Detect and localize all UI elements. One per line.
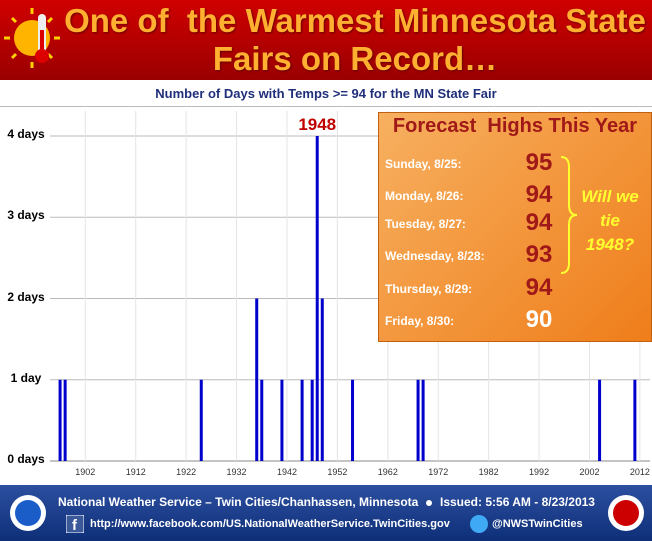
day-label: Friday, 8/30:: [385, 314, 455, 328]
facebook-url[interactable]: http://www.facebook.com/US.NationalWeath…: [90, 518, 450, 530]
bar: [633, 379, 637, 461]
bar: [598, 379, 602, 461]
forecast-high: 94: [525, 274, 553, 301]
forecast-box: Forecast Highs This Year Will we tie 194…: [378, 112, 652, 342]
forecast-high: 94: [525, 181, 553, 208]
bar: [421, 379, 425, 461]
bar: [58, 379, 62, 461]
chart-subtitle: Number of Days with Temps >= 94 for the …: [0, 82, 652, 107]
day-label: Tuesday, 8/27:: [385, 217, 466, 231]
y-tick-label: 4 days: [7, 127, 45, 141]
issued: Issued: 5:56 AM - 8/23/2013: [440, 495, 595, 509]
y-tick-label: 1 day: [10, 370, 42, 385]
bar: [63, 379, 67, 461]
x-tick-label: 1982: [479, 467, 499, 477]
nws-logo: [608, 495, 644, 531]
office: National Weather Service – Twin Cities/C…: [58, 495, 419, 509]
bar: [315, 136, 319, 461]
x-tick-label: 1992: [529, 467, 549, 477]
x-tick-label: 1922: [176, 467, 196, 477]
bullet: [426, 500, 432, 506]
y-tick-label: 0 days: [7, 452, 45, 466]
noaa-logo: [10, 495, 46, 531]
bar: [280, 379, 284, 461]
x-tick-label: 1942: [277, 467, 297, 477]
footer: National Weather Service – Twin Cities/C…: [0, 485, 652, 541]
bar: [351, 379, 355, 461]
day-label: Wednesday, 8/28:: [385, 249, 485, 263]
y-tick-label: 3 days: [7, 208, 45, 223]
header: One of the Warmest Minnesota State Fairs…: [0, 0, 652, 80]
facebook-icon: f: [66, 515, 84, 533]
twitter-icon: [470, 515, 488, 533]
bar: [260, 379, 264, 461]
bar: [320, 298, 324, 461]
x-tick-label: 1972: [428, 467, 448, 477]
forecast-high: 93: [525, 241, 553, 268]
x-tick-label: 1912: [126, 467, 146, 477]
y-tick-label: 2 days: [7, 289, 45, 304]
day-label: Thursday, 8/29:: [385, 282, 473, 296]
day-label: Sunday, 8/25:: [385, 157, 462, 171]
bar: [199, 379, 203, 461]
bar: [255, 298, 259, 461]
annotation: 1948: [298, 115, 336, 134]
twitter-handle[interactable]: @NWSTwinCities: [492, 518, 583, 530]
x-tick-label: 1962: [378, 467, 398, 477]
forecast-title: Forecast Highs This Year: [392, 115, 638, 137]
sun-thermometer-icon: [4, 8, 60, 68]
forecast-high: 94: [525, 209, 553, 236]
forecast-high: 90: [525, 306, 553, 333]
day-label: Monday, 8/26:: [385, 189, 464, 203]
bar: [300, 379, 304, 461]
x-tick-label: 2012: [630, 467, 650, 477]
chart-title: One of the Warmest Minnesota State Fairs…: [64, 2, 646, 77]
svg-text:f: f: [72, 517, 78, 533]
x-tick-label: 1952: [327, 467, 347, 477]
x-tick-label: 1932: [227, 467, 247, 477]
x-tick-label: 1902: [75, 467, 95, 477]
forecast-high: 95: [525, 149, 553, 176]
x-tick-label: 2002: [579, 467, 599, 477]
bar: [310, 379, 314, 461]
bar: [416, 379, 420, 461]
forecast-note: Will we tie 1948?: [581, 187, 639, 254]
brace: [560, 156, 578, 274]
